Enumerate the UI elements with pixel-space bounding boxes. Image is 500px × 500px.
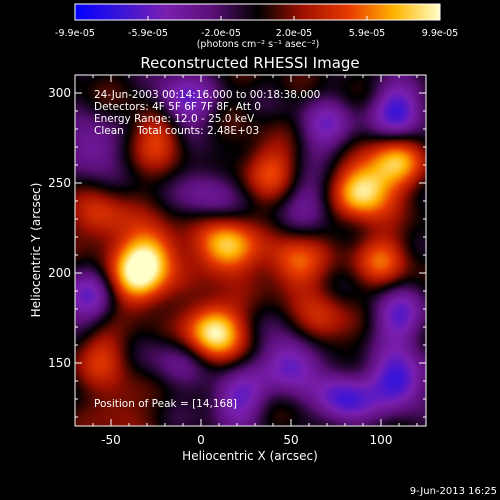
x-tick-label: -50 — [101, 433, 121, 447]
y-tick-label: 150 — [48, 356, 71, 370]
annotation-counts: Clean Total counts: 2.48E+03 — [94, 125, 259, 137]
colorbar-ticks: -9.9e-05 -5.9e-05 -2.0e-05 2.0e-05 5.9e-05 9.… — [55, 16, 458, 39]
plot-frame — [74, 74, 427, 427]
y-tick-label: 250 — [48, 176, 71, 190]
x-tick-label: 0 — [197, 433, 205, 447]
colorbar-tick-label: 5.9e-05 — [349, 28, 385, 39]
colorbar-tick-label: -5.9e-05 — [128, 28, 168, 39]
x-tick-label: 50 — [283, 433, 298, 447]
x-tick-labels: -50 0 50 100 — [101, 433, 392, 447]
axis-ticks — [74, 74, 426, 426]
colorbar-tick-label: 2.0e-05 — [276, 28, 312, 39]
annotation-energy-range: Energy Range: 12.0 - 25.0 keV — [94, 113, 255, 125]
y-axis-label: Heliocentric Y (arcsec) — [29, 183, 43, 318]
chart-title: Reconstructed RHESSI Image — [140, 54, 359, 72]
colorbar — [74, 3, 441, 21]
colorbar-tick-label: -9.9e-05 — [55, 28, 95, 39]
annotation-detectors: Detectors: 4F 5F 6F 7F 8F, Att 0 — [94, 101, 261, 113]
colorbar-tick-label: 9.9e-05 — [422, 28, 458, 39]
y-tick-label: 200 — [48, 266, 71, 280]
annotation-time-range: 24-Jun-2003 00:14:16.000 to 00:18:38.000 — [94, 89, 320, 101]
footer-date: 9-Jun-2013 16:25 — [410, 486, 497, 497]
heatmap-image — [75, 75, 426, 426]
colorbar-units: (photons cm⁻² s⁻¹ asec⁻²) — [197, 39, 320, 50]
x-axis-label: Heliocentric X (arcsec) — [182, 449, 318, 463]
peak-position-label: Position of Peak = [14,168] — [94, 398, 237, 410]
colorbar-tick-label: -2.0e-05 — [201, 28, 241, 39]
y-tick-labels: 150 200 250 300 — [48, 86, 71, 370]
y-tick-label: 300 — [48, 86, 71, 100]
x-tick-label: 100 — [370, 433, 393, 447]
